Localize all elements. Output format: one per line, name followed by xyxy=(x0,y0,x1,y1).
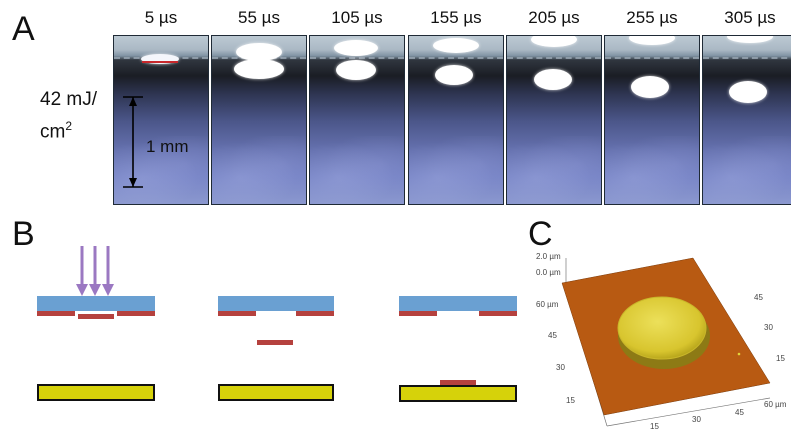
donor-substrate-3 xyxy=(399,296,517,311)
receiver-substrate-3 xyxy=(399,385,517,402)
film-left-1 xyxy=(37,311,75,316)
z-tick-top: 2.0 µm xyxy=(536,252,561,261)
fluence-line-2: cm2 xyxy=(40,113,97,145)
fluence-label: 42 mJ/ cm2 xyxy=(40,86,97,145)
z-tick-bottom: 0.0 µm xyxy=(536,268,561,277)
video-frame-7 xyxy=(702,35,791,205)
panel-letter-b: B xyxy=(12,215,35,253)
laser-arrows xyxy=(76,246,114,296)
droplet-upper xyxy=(629,36,675,45)
film-layer xyxy=(142,61,178,63)
fluence-line-1: 42 mJ/ xyxy=(40,89,98,110)
droplet xyxy=(141,54,179,64)
video-frame-4 xyxy=(408,35,504,205)
droplet-lower xyxy=(631,76,669,98)
right-axis-tick-3: 15 xyxy=(776,354,785,363)
substrate-line xyxy=(507,57,601,59)
video-frame-1 xyxy=(113,35,209,205)
time-label-3: 105 µs xyxy=(331,8,383,27)
time-label-4: 155 µs xyxy=(430,8,482,27)
droplet-lower xyxy=(729,81,767,103)
film-left-2 xyxy=(218,311,256,316)
receiver-substrate-1 xyxy=(37,384,155,401)
film-right-3 xyxy=(479,311,517,316)
deposited-pixel xyxy=(440,380,476,386)
film-center-1 xyxy=(78,314,114,319)
panel-letter-c: C xyxy=(528,215,553,253)
time-label-2: 55 µs xyxy=(238,8,280,27)
donor-substrate-2 xyxy=(218,296,334,311)
droplet-upper xyxy=(334,40,378,56)
left-axis-tick-4: 15 xyxy=(566,396,575,405)
video-frame-3 xyxy=(309,35,405,205)
time-label-7: 305 µs xyxy=(724,8,776,27)
substrate-line xyxy=(409,57,503,59)
donor-substrate-1 xyxy=(37,296,155,311)
substrate-line xyxy=(605,57,699,59)
time-label-1: 5 µs xyxy=(144,8,178,27)
droplet-upper xyxy=(236,43,282,61)
time-label-6: 255 µs xyxy=(626,8,678,27)
right-axis-tick-2: 30 xyxy=(764,323,773,332)
film-right-1 xyxy=(117,311,155,316)
substrate-line xyxy=(703,57,791,59)
ejected-pixel xyxy=(257,340,293,345)
fluence-unit: cm xyxy=(40,121,66,143)
droplet-lower xyxy=(336,60,376,80)
droplet-lower xyxy=(534,69,572,90)
video-frame-5 xyxy=(506,35,602,205)
afm-3d-plot xyxy=(561,257,771,427)
video-frame-6 xyxy=(604,35,700,205)
panel-letter-a: A xyxy=(12,10,35,48)
left-axis-tick-2: 45 xyxy=(548,331,557,340)
left-axis-tick-3: 30 xyxy=(556,363,565,372)
droplet-lower xyxy=(234,59,284,79)
droplet-upper xyxy=(433,38,479,53)
bottom-axis-tick-2: 30 xyxy=(692,415,701,424)
film-right-2 xyxy=(296,311,334,316)
scale-bar xyxy=(123,96,143,188)
printed-pixel xyxy=(618,297,706,359)
video-frame-2 xyxy=(211,35,307,205)
substrate-line xyxy=(310,57,404,59)
droplet-upper xyxy=(531,36,577,47)
time-label-5: 205 µs xyxy=(528,8,580,27)
scale-bar-label: 1 mm xyxy=(146,137,189,156)
droplet-upper xyxy=(727,36,773,43)
fluence-unit-exponent: 2 xyxy=(65,119,73,133)
left-axis-tick-1: 60 µm xyxy=(536,300,559,309)
bottom-axis-tick-4: 60 µm xyxy=(764,400,787,409)
receiver-substrate-2 xyxy=(218,384,334,401)
bottom-axis-tick-3: 45 xyxy=(735,408,744,417)
bottom-axis-tick-1: 15 xyxy=(650,422,659,431)
droplet-lower xyxy=(435,65,473,85)
right-axis-tick-1: 45 xyxy=(754,293,763,302)
film-left-3 xyxy=(399,311,437,316)
